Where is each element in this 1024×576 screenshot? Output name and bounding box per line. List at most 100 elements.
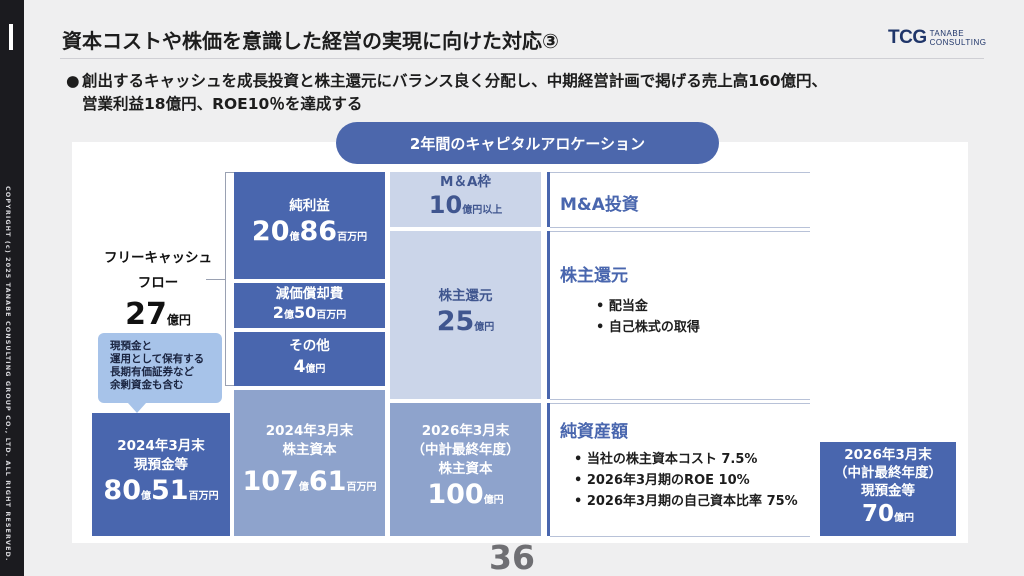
ma-section-bar — [547, 172, 550, 227]
equity-2026-value: 100億円 — [427, 479, 503, 517]
net-assets-section-bottom-rule — [550, 536, 810, 537]
net-assets-items: • 当社の株主資本コスト 7.5% • 2026年3月期のROE 10% • 2… — [574, 449, 798, 512]
page-title: 資本コストや株価を意識した経営の実現に向けた対応③ — [62, 29, 559, 53]
equity-2026-label-2: （中計最終年度） — [411, 442, 520, 458]
returns-section-bottom-rule — [550, 399, 810, 400]
cash-2024-u1: 億 — [141, 490, 151, 502]
depreciation-value: 2億50百万円 — [273, 303, 346, 326]
equity-2024-value: 107億61百万円 — [243, 466, 377, 504]
ma-frame-unit: 億円以上 — [462, 205, 503, 216]
returns-section-bar — [547, 231, 550, 399]
left-sidebar: COPYRIGHT (c) 2025 TANABE CONSULTING GRO… — [0, 0, 24, 576]
cash-2024-label-1: 2024年3月末 — [117, 437, 205, 454]
cash-2026-label-3: 現預金等 — [861, 482, 915, 499]
title-divider — [60, 58, 984, 59]
company-logo: TCG TANABE CONSULTING — [888, 27, 986, 49]
sidebar-accent-mark — [9, 24, 13, 50]
returns-items: • 配当金 • 自己株式の取得 — [596, 296, 700, 338]
net-income-value: 20億86百万円 — [252, 216, 367, 254]
returns-item: • 配当金 — [596, 299, 648, 314]
bullet-line-2: 営業利益18億円、ROE10％を達成する — [82, 95, 363, 113]
cash-2024-box: 2024年3月末 現預金等 80億51百万円 — [92, 413, 230, 536]
logo-line2: CONSULTING — [929, 38, 987, 47]
net-income-box: 純利益 20億86百万円 — [234, 172, 385, 279]
returns-section-top-rule — [550, 231, 810, 232]
equity-2024-box: 2024年3月末 株主資本 107億61百万円 — [234, 390, 385, 536]
callout-line: 運用として保有する — [110, 353, 205, 365]
equity-2026-box: 2026年3月末 （中計最終年度） 株主資本 100億円 — [390, 403, 541, 536]
cash-2026-box: 2026年3月末 （中計最終年度） 現預金等 70億円 — [820, 442, 956, 536]
callout-line: 長期有価証券など — [110, 366, 194, 378]
net-income-label: 純利益 — [289, 198, 330, 214]
other-v1: 4 — [293, 357, 306, 377]
cash-2024-v2: 51 — [151, 474, 189, 506]
equity-2024-label-1: 2024年3月末 — [265, 423, 354, 439]
net-assets-section-bar — [547, 403, 550, 536]
logo-mark: TCG — [888, 27, 927, 48]
shareholder-return-box: 株主還元 25億円 — [390, 231, 541, 399]
depreciation-label: 減価償却費 — [275, 286, 344, 302]
free-cash-flow: フリーキャッシュ フロー 27億円 — [88, 246, 228, 339]
cash-2026-label-1: 2026年3月末 — [844, 446, 932, 463]
net-income-v1: 20 — [251, 216, 290, 247]
fcf-bracket-connector — [206, 279, 225, 280]
fcf-unit: 億円 — [166, 313, 191, 327]
cash-2024-value: 80億51百万円 — [103, 475, 218, 513]
shareholder-return-number: 25 — [436, 305, 475, 337]
net-income-u2: 百万円 — [337, 232, 368, 243]
depreciation-v1: 2 — [272, 303, 284, 322]
ma-frame-value: 10億円以上 — [429, 191, 502, 225]
equity-2026-unit: 億円 — [483, 495, 504, 506]
shareholder-return-value: 25億円 — [437, 306, 495, 344]
fcf-number: 27 — [125, 297, 167, 332]
shareholder-return-label: 株主還元 — [438, 287, 493, 304]
depreciation-u2: 百万円 — [316, 310, 347, 321]
logo-text: TANABE CONSULTING — [930, 29, 987, 47]
equity-2026-label-1: 2026年3月末 — [421, 423, 510, 439]
cash-2026-value: 70億円 — [862, 500, 914, 533]
page-number: 36 — [489, 538, 535, 576]
equity-2024-v1: 107 — [242, 466, 299, 497]
net-assets-section-top-rule — [550, 403, 810, 404]
logo-line1: TANABE — [929, 29, 965, 38]
fcf-label-2: フロー — [137, 275, 179, 291]
net-assets-item: • 2026年3月期の自己資本比率 75% — [574, 494, 798, 509]
ma-section-title: M&A投資 — [560, 195, 639, 215]
bullet-dot: ● — [66, 72, 80, 90]
depreciation-box: 減価償却費 2億50百万円 — [234, 283, 385, 328]
ma-section-bottom-rule — [550, 227, 810, 228]
ma-section-top-rule — [550, 172, 810, 173]
equity-2026-label-3: 株主資本 — [438, 461, 493, 477]
allocation-title-pill: 2年間のキャピタルアロケーション — [336, 122, 719, 164]
callout-tail — [128, 403, 146, 413]
cash-2026-unit: 億円 — [894, 512, 914, 524]
cash-2024-v1: 80 — [103, 474, 141, 506]
cash-2026-label-2: （中計最終年度） — [834, 464, 942, 481]
net-assets-item: • 当社の株主資本コスト 7.5% — [574, 452, 758, 467]
depreciation-u1: 億 — [283, 310, 294, 321]
returns-section-title: 株主還元 — [560, 266, 628, 286]
fcf-label-1: フリーキャッシュ — [104, 250, 212, 266]
equity-2026-number: 100 — [427, 479, 484, 510]
other-u1: 億円 — [305, 364, 326, 375]
bullet-line-1: 創出するキャッシュを成長投資と株主還元にバランス良く分配し、中期経営計画で掲げる… — [82, 72, 828, 90]
other-value: 4億円 — [294, 356, 326, 381]
net-assets-section-title: 純資産額 — [560, 422, 628, 442]
fcf-value: 27億円 — [88, 296, 228, 339]
net-assets-item: • 2026年3月期のROE 10% — [574, 473, 750, 488]
ma-frame-box: M＆A枠 10億円以上 — [390, 172, 541, 227]
copyright-text: COPYRIGHT (c) 2025 TANABE CONSULTING GRO… — [4, 186, 12, 562]
equity-2024-u1: 億 — [298, 482, 309, 493]
equity-2024-label-2: 株主資本 — [282, 442, 337, 458]
ma-frame-number: 10 — [428, 191, 463, 219]
shareholder-return-unit: 億円 — [474, 321, 495, 333]
equity-2024-v2: 61 — [308, 466, 347, 497]
ma-frame-label: M＆A枠 — [440, 174, 491, 190]
other-label: その他 — [289, 338, 330, 354]
net-income-u1: 億 — [289, 232, 300, 243]
cash-2026-number: 70 — [861, 500, 894, 527]
cash-2024-u2: 百万円 — [188, 490, 219, 502]
equity-2024-u2: 百万円 — [346, 482, 377, 493]
fcf-bracket — [225, 172, 234, 386]
callout-line: 現預金と — [110, 340, 152, 352]
